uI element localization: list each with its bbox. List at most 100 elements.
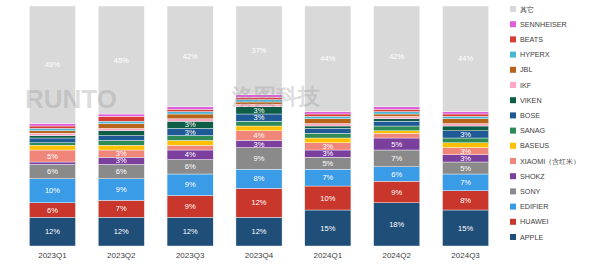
bar-segment	[29, 217, 75, 246]
x-tick-label: 2023Q3	[176, 251, 205, 260]
data-label: 3%	[460, 130, 471, 139]
legend-label: SONY	[520, 187, 541, 196]
data-label: 7%	[460, 178, 471, 187]
bar-segment	[167, 145, 213, 150]
bar-segment	[98, 157, 144, 164]
bar-segment	[29, 203, 75, 217]
legend-marker	[510, 158, 516, 164]
bar-segment	[29, 143, 75, 145]
data-label: 6%	[185, 162, 196, 171]
bar-segment	[443, 174, 489, 191]
bar-segment	[443, 124, 489, 126]
bar-segment	[305, 150, 351, 157]
bar-segment	[305, 169, 351, 186]
bar-segment	[167, 217, 213, 246]
bar-segment	[305, 128, 351, 133]
bar-segment	[98, 128, 144, 130]
data-label: 6%	[391, 170, 402, 179]
legend-label: SENNHEISER	[520, 20, 567, 29]
bar-segment	[236, 217, 282, 246]
data-label: 6%	[47, 206, 58, 215]
data-label: 6%	[47, 167, 58, 176]
legend-marker	[510, 52, 516, 58]
bar-segment	[98, 116, 144, 121]
data-label: 9%	[254, 154, 265, 163]
legend-label: HUAWEI	[520, 217, 548, 226]
bar-segment	[167, 121, 213, 128]
legend-marker	[510, 97, 516, 103]
bar-segment	[167, 107, 213, 109]
bar-segment	[305, 116, 351, 118]
data-label: 3%	[254, 140, 265, 149]
data-label: 7%	[322, 173, 333, 182]
x-tick-label: 2023Q2	[107, 251, 136, 260]
legend-marker	[510, 234, 516, 240]
bar-segment	[305, 143, 351, 150]
legend-label: SHOKZ	[520, 172, 545, 181]
bar-segment	[305, 112, 351, 114]
bar-segment	[443, 210, 489, 246]
data-label: 7%	[116, 204, 127, 213]
data-label: 5%	[391, 140, 402, 149]
bar-segment	[374, 203, 420, 246]
legend-marker	[510, 36, 516, 42]
data-label: 15%	[320, 224, 335, 233]
data-label: 42%	[183, 52, 198, 61]
bars	[29, 6, 488, 246]
data-label: 15%	[458, 224, 473, 233]
bar-segment	[98, 124, 144, 129]
bar-segment	[443, 114, 489, 116]
data-label: 6%	[116, 167, 127, 176]
bar-segment	[443, 112, 489, 114]
bar-segment	[443, 6, 489, 112]
legend-label: HYPERX	[520, 50, 550, 59]
bar-segment	[374, 109, 420, 111]
data-label: 5%	[460, 164, 471, 173]
data-label: 3%	[322, 142, 333, 151]
legend-label: SANAG	[520, 126, 546, 135]
bar-segment	[98, 217, 144, 246]
bar-segment	[236, 114, 282, 121]
bar-segment	[167, 174, 213, 196]
bar-segment	[374, 126, 420, 131]
bar-segment	[374, 167, 420, 181]
legend-label: EDIFIER	[520, 202, 548, 211]
bar-segment	[167, 140, 213, 145]
data-label: 49%	[45, 60, 60, 69]
legend-marker	[510, 188, 516, 194]
bar-segment	[374, 116, 420, 118]
bar-segment	[374, 131, 420, 133]
bar-segment	[29, 126, 75, 128]
chart: 12%6%10%6%5%49%12%7%9%6%3%3%45%12%9%9%6%…	[0, 0, 600, 265]
bar-segment	[443, 148, 489, 155]
legend-marker	[510, 219, 516, 225]
data-label: 5%	[322, 159, 333, 168]
data-label: 12%	[114, 227, 129, 236]
bar-segment	[305, 133, 351, 138]
bar-segment	[98, 136, 144, 141]
bar-segment	[374, 181, 420, 203]
bar-segment	[443, 131, 489, 138]
data-label: 10%	[320, 194, 335, 203]
bar-segment	[236, 6, 282, 95]
bar-segment	[98, 179, 144, 201]
data-label: 42%	[389, 52, 404, 61]
x-tick-label: 2024Q2	[382, 251, 411, 260]
bar-segment	[305, 124, 351, 126]
legend-label: BOSE	[520, 111, 540, 120]
bar-segment	[98, 164, 144, 178]
data-label: 7%	[391, 154, 402, 163]
data-label: 10%	[45, 186, 60, 195]
bar-segment	[305, 119, 351, 124]
legend-label: VIKEN	[520, 96, 542, 105]
data-label: 45%	[114, 56, 129, 65]
legend-marker	[510, 21, 516, 27]
x-tick-label: 2024Q1	[314, 251, 343, 260]
bar-segment	[443, 119, 489, 124]
legend-marker	[510, 204, 516, 210]
x-tick-label: 2024Q3	[451, 251, 480, 260]
legend-label: IKF	[520, 81, 532, 90]
legend-label: BEATS	[520, 35, 543, 44]
bar-segment	[374, 119, 420, 121]
bar-segment	[29, 133, 75, 135]
